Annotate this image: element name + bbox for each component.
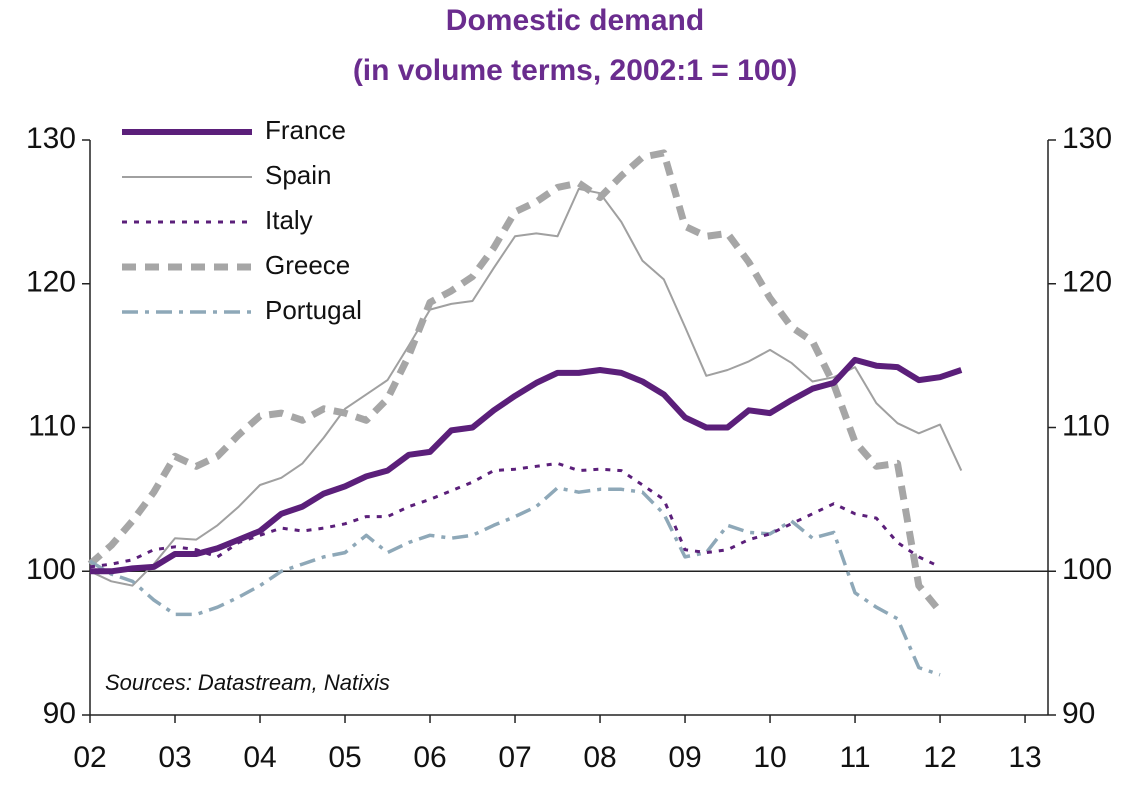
y-tick-label: 90 (43, 697, 76, 730)
y2-tick-label: 100 (1062, 553, 1112, 586)
x-tick-label: 03 (158, 741, 191, 774)
x-tick-label: 06 (413, 741, 446, 774)
series-line (89, 486, 941, 677)
y2-tick-label: 120 (1062, 266, 1112, 299)
legend-label: Spain (265, 160, 332, 190)
y2-tick-label: 130 (1062, 122, 1112, 155)
chart-title: Domestic demand (446, 4, 704, 37)
x-tick-label: 10 (753, 741, 786, 774)
y-tick-label: 130 (26, 122, 76, 155)
x-tick-label: 05 (328, 741, 361, 774)
x-tick-label: 08 (583, 741, 616, 774)
x-tick-label: 13 (1008, 741, 1041, 774)
series-line (90, 356, 963, 575)
series-line (89, 461, 941, 569)
x-tick-label: 02 (73, 741, 106, 774)
series-line (89, 187, 963, 587)
y-tick-label: 110 (28, 409, 76, 442)
chart-subtitle: (in volume terms, 2002:1 = 100) (353, 54, 797, 87)
x-tick-label: 09 (668, 741, 701, 774)
x-tick-label: 12 (923, 741, 956, 774)
y2-tick-label: 90 (1062, 697, 1095, 730)
x-tick-label: 11 (839, 741, 870, 774)
legend-label: Portugal (265, 295, 362, 325)
x-tick-label: 04 (243, 741, 276, 774)
legend-label: Greece (265, 250, 350, 280)
y-tick-label: 120 (26, 266, 76, 299)
y2-tick-label: 110 (1062, 409, 1110, 442)
legend-label: Italy (265, 205, 313, 235)
annotation: Sources: Datastream, Natixis (105, 670, 390, 695)
series-line (87, 149, 943, 614)
y-tick-label: 100 (26, 553, 76, 586)
x-tick-label: 07 (498, 741, 531, 774)
legend-label: France (265, 115, 346, 145)
